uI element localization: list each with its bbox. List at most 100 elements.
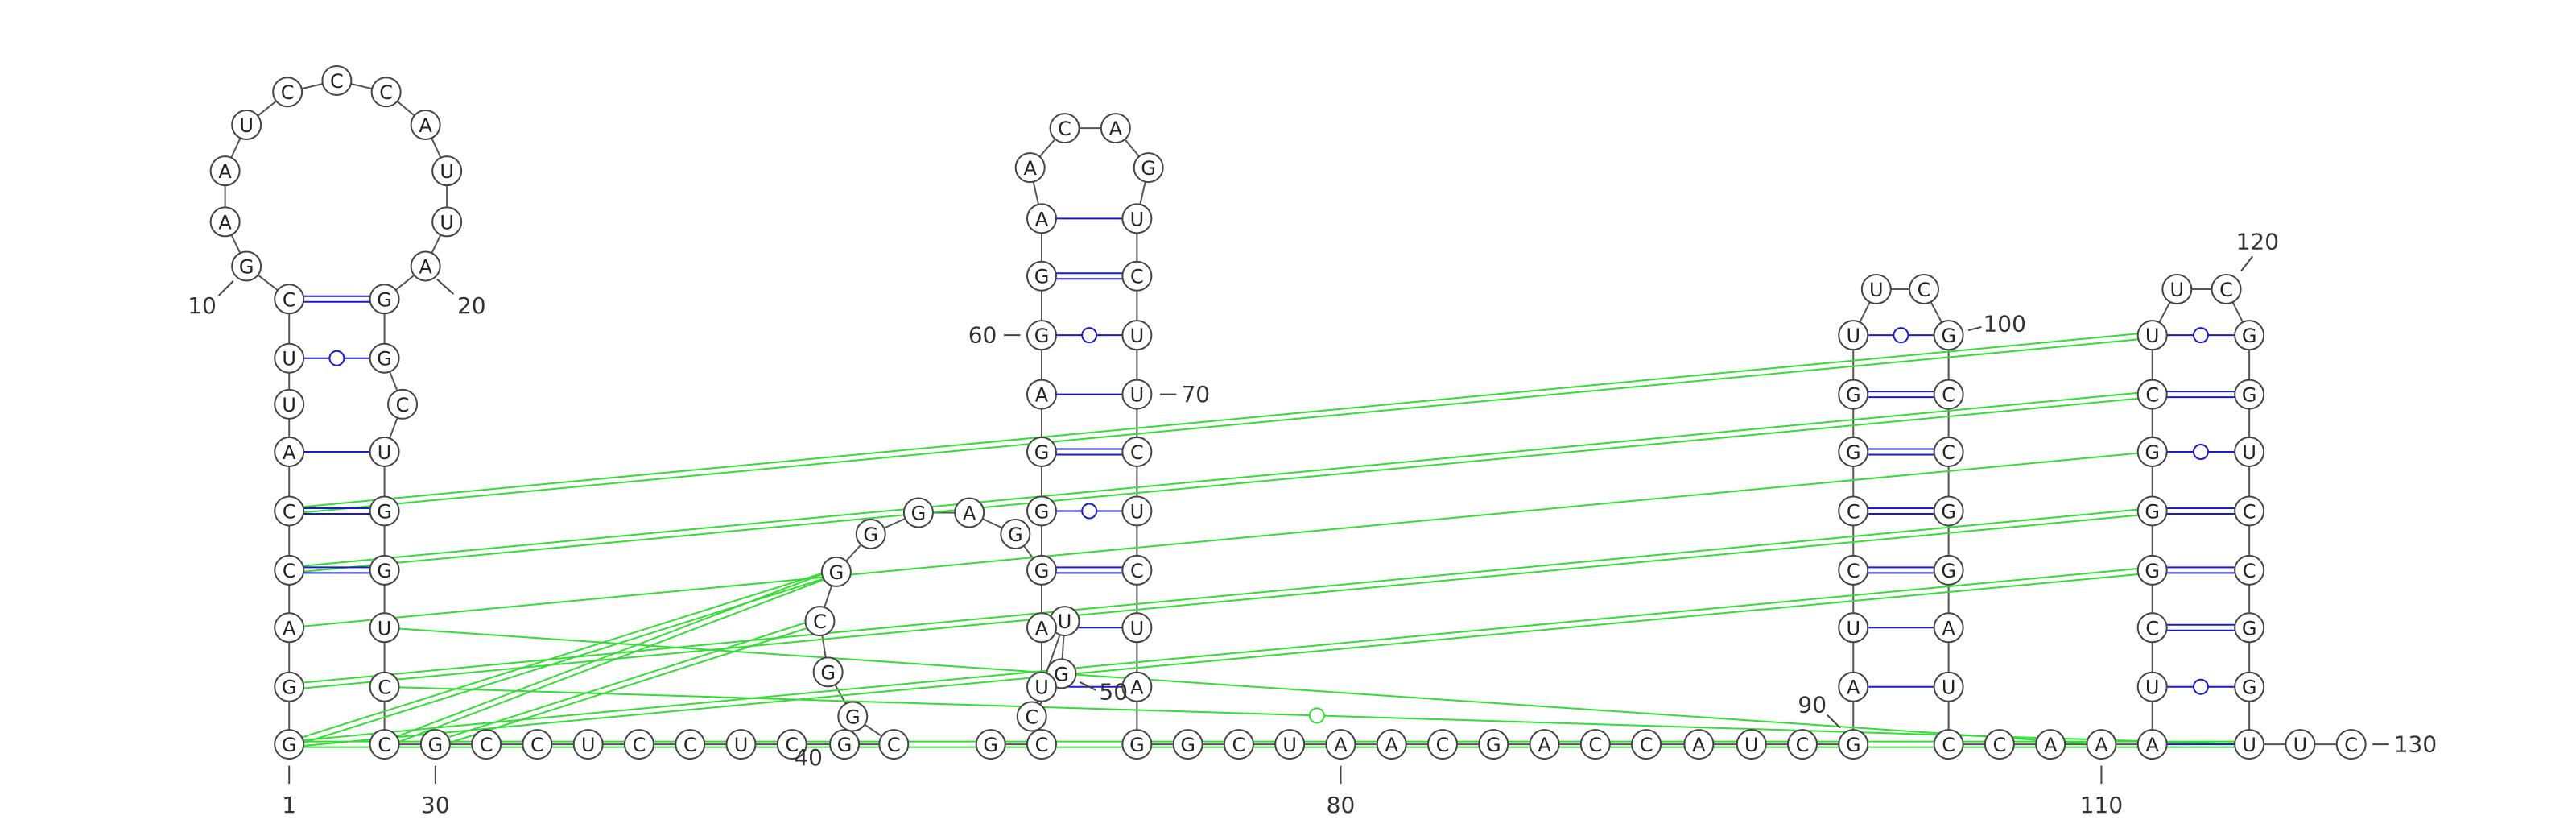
nucleotide-letter: U xyxy=(1282,734,1297,756)
nucleotide-letter: A xyxy=(419,114,432,137)
nucleotide-circle xyxy=(410,110,441,141)
nucleotide-letter: C xyxy=(283,288,296,311)
nucleotide-letter: G xyxy=(282,734,297,756)
nucleotide-letter: G xyxy=(2242,325,2257,347)
nucleotide-letter: A xyxy=(1035,384,1049,407)
position-label: 80 xyxy=(1327,792,1356,818)
base-pair-line xyxy=(382,568,836,743)
nucleotide-letter: G xyxy=(1941,325,1956,347)
nucleotide-circle xyxy=(804,606,836,637)
nucleotide-circle xyxy=(725,729,757,760)
nucleotide-letter: A xyxy=(2044,734,2058,756)
nucleotide-circle xyxy=(1838,554,1869,586)
nucleotide-circle xyxy=(1121,203,1153,234)
nucleotide-letter: G xyxy=(377,348,392,371)
nucleotide-circle xyxy=(231,250,262,282)
nucleotide-letter: G xyxy=(377,560,392,582)
nucleotide-letter: C xyxy=(1058,118,1071,140)
nucleotide-circle xyxy=(1909,274,1940,305)
nucleotide-circle xyxy=(2136,554,2168,586)
nucleotide-circle xyxy=(272,77,303,108)
nucleotide-circle xyxy=(837,701,869,732)
nucleotide-circle xyxy=(274,284,305,315)
nucleotide-letter: G xyxy=(2242,384,2257,407)
nucleotide-circle xyxy=(1121,379,1153,410)
nucleotide-letter: G xyxy=(829,561,844,584)
nucleotide-letter: C xyxy=(1942,441,1955,464)
base-pair-line xyxy=(287,568,836,743)
nucleotide-circle xyxy=(369,612,400,644)
nucleotide-circle xyxy=(231,110,262,141)
nucleotide-circle xyxy=(369,554,400,586)
nucleotide-letter: U xyxy=(282,394,296,416)
base-pair-line xyxy=(288,331,2153,509)
nucleotide-circle xyxy=(1325,729,1356,760)
position-label: 120 xyxy=(2236,228,2279,255)
nucleotide-circle xyxy=(431,206,463,238)
nucleotide-letter: A xyxy=(283,617,296,640)
nucleotide-circle xyxy=(1026,203,1057,234)
nucleotide-letter: A xyxy=(419,255,432,278)
nucleotide-circle xyxy=(1838,495,1869,527)
nucleotide-circle xyxy=(419,729,451,760)
nucleotide-letter: G xyxy=(1486,734,1501,756)
nucleotide-circle xyxy=(1933,379,1964,410)
nucleotide-circle xyxy=(1026,495,1057,527)
nucleotide-letter: C xyxy=(2145,617,2159,640)
nucleotide-letter: G xyxy=(2145,441,2160,464)
nucleotide-letter: U xyxy=(1130,325,1145,347)
nucleotide-letter: G xyxy=(820,661,836,684)
nucleotide-circle xyxy=(2234,379,2265,410)
nucleotide-circle xyxy=(2335,729,2367,760)
nucleotide-letter: G xyxy=(2242,677,2257,699)
nucleotide-circle xyxy=(2285,729,2316,760)
wobble-pair-marker xyxy=(1893,327,1909,344)
nucleotide-circle xyxy=(1529,729,1560,760)
nucleotide-circle xyxy=(1133,152,1164,184)
nucleotide-letter: U xyxy=(282,348,296,371)
nucleotide-circle xyxy=(369,342,400,374)
nucleotide-letter: C xyxy=(2219,279,2233,301)
position-label: 110 xyxy=(2080,792,2123,818)
nucleotide-letter: C xyxy=(281,81,295,104)
base-pair-line xyxy=(289,572,2153,748)
nucleotide-letter: C xyxy=(378,677,391,699)
nucleotide-letter: G xyxy=(2242,617,2257,640)
nucleotide-circle xyxy=(2234,671,2265,702)
nucleotide-circle xyxy=(369,671,400,702)
nucleotide-circle xyxy=(855,519,886,549)
nucleotide-circle xyxy=(1933,612,1964,644)
nucleotide-letter: G xyxy=(1129,734,1145,756)
nucleotide-letter: A xyxy=(283,441,296,464)
wobble-pair-marker xyxy=(1308,707,1325,724)
nucleotide-circle xyxy=(1786,729,1818,760)
nucleotide-letter: C xyxy=(2145,384,2159,407)
nucleotide-letter: C xyxy=(1436,734,1450,756)
nucleotide-circle xyxy=(954,497,985,528)
nucleotide-letter: G xyxy=(911,502,927,524)
nucleotide-letter: C xyxy=(785,734,799,756)
position-label: 30 xyxy=(421,792,450,818)
nucleotide-letter: C xyxy=(1035,734,1049,756)
nucleotide-letter: C xyxy=(1130,441,1144,464)
nucleotide-letter: U xyxy=(2242,441,2256,464)
nucleotide-letter: A xyxy=(1334,734,1348,756)
nucleotide-letter: A xyxy=(1385,734,1399,756)
nucleotide-letter: C xyxy=(1942,734,1955,756)
nucleotide-circle xyxy=(209,206,241,238)
nucleotide-circle xyxy=(1933,437,1964,467)
nucleotide-letter: G xyxy=(377,500,392,523)
nucleotide-letter: G xyxy=(1034,441,1050,464)
nucleotide-circle xyxy=(1121,320,1153,351)
nucleotide-circle xyxy=(2136,612,2168,644)
nucleotide-letter: A xyxy=(218,211,232,234)
nucleotide-circle xyxy=(812,656,844,688)
base-pair-line xyxy=(288,507,2153,685)
nucleotide-circle xyxy=(2234,729,2265,760)
nucleotide-circle xyxy=(1121,437,1153,467)
nucleotide-circle xyxy=(1121,671,1153,702)
nucleotide-circle xyxy=(1026,379,1057,410)
nucleotide-circle xyxy=(1933,320,1964,351)
nucleotide-letter: C xyxy=(2243,500,2256,523)
